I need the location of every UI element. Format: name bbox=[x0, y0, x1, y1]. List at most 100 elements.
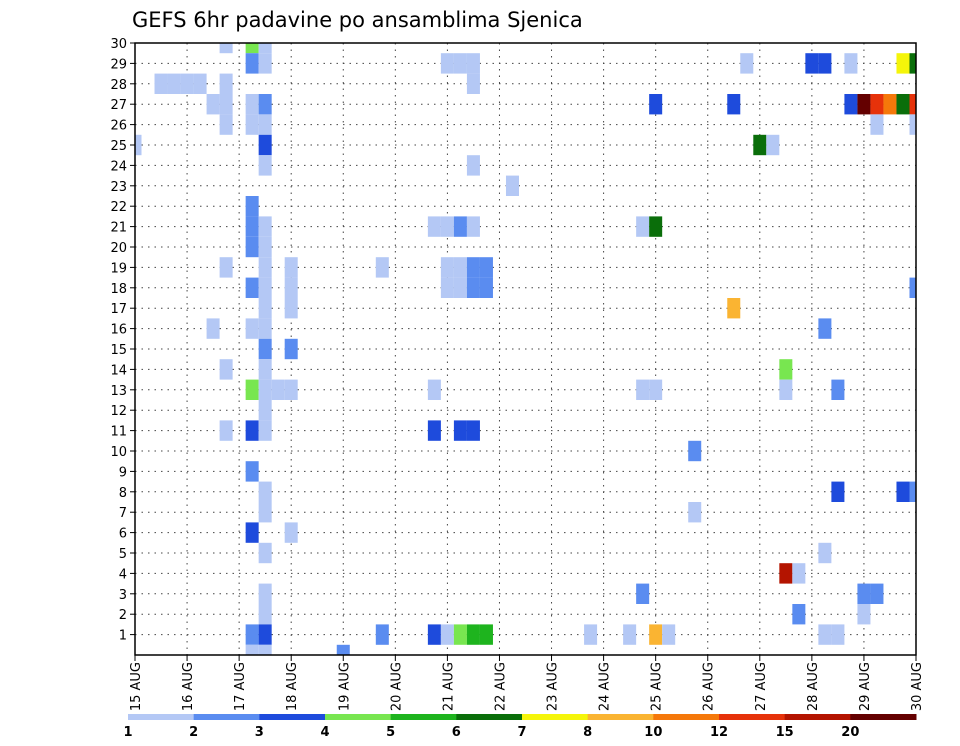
heatmap-cell bbox=[258, 134, 272, 156]
colorbar-label: 4 bbox=[320, 725, 329, 740]
heatmap-cell bbox=[258, 53, 272, 74]
y-tick-label: 15 bbox=[110, 343, 127, 358]
heatmap-cell bbox=[427, 420, 441, 441]
heatmap-cell bbox=[219, 94, 233, 115]
heatmap-cell bbox=[219, 114, 233, 135]
heatmap-cell bbox=[831, 624, 845, 645]
heatmap-cell bbox=[258, 481, 272, 502]
heatmap-cell bbox=[258, 318, 272, 339]
colorbar-segment bbox=[784, 714, 851, 720]
y-tick-label: 18 bbox=[110, 282, 127, 297]
heatmap-cell bbox=[466, 624, 480, 645]
x-tick-label: 21 AUG bbox=[441, 662, 456, 711]
heatmap-cell bbox=[284, 277, 298, 298]
y-tick-label: 5 bbox=[119, 547, 127, 562]
heatmap-cell bbox=[818, 624, 832, 645]
heatmap-cell bbox=[466, 277, 480, 298]
heatmap-cell bbox=[649, 216, 663, 237]
x-tick-label: 18 AUG bbox=[285, 662, 300, 711]
heatmap-cell bbox=[779, 359, 793, 380]
heatmap-cell bbox=[427, 624, 441, 645]
y-tick-label: 7 bbox=[119, 506, 127, 521]
y-tick-label: 26 bbox=[110, 119, 127, 134]
heatmap-cell bbox=[336, 644, 350, 655]
heatmap-cell bbox=[258, 43, 272, 54]
heatmap-cell bbox=[896, 481, 910, 502]
heatmap-cell bbox=[453, 624, 467, 645]
heatmap-cell bbox=[688, 502, 702, 523]
colorbar-label: 6 bbox=[452, 725, 461, 740]
heatmap-cell bbox=[649, 624, 663, 645]
heatmap-cell bbox=[766, 134, 780, 156]
heatmap-cell bbox=[245, 236, 259, 258]
heatmap-cell bbox=[427, 379, 441, 400]
x-tick-label: 26 AUG bbox=[702, 662, 717, 711]
heatmap-cell bbox=[167, 73, 181, 94]
heatmap-cell bbox=[857, 94, 871, 115]
colorbar-label: 1 bbox=[123, 725, 132, 740]
heatmap-cell bbox=[844, 53, 858, 74]
heatmap-cell bbox=[154, 73, 168, 94]
colorbar-label: 2 bbox=[189, 725, 198, 740]
heatmap-cell bbox=[453, 216, 467, 237]
heatmap-cell bbox=[245, 644, 259, 655]
x-tick-label: 25 AUG bbox=[650, 662, 665, 711]
heatmap-cell bbox=[375, 624, 389, 645]
y-tick-label: 13 bbox=[110, 384, 127, 399]
x-tick-label: 24 AUG bbox=[598, 662, 613, 711]
heatmap-cell bbox=[219, 43, 233, 54]
heatmap-cell bbox=[440, 624, 454, 645]
heatmap-cell bbox=[258, 379, 272, 400]
heatmap-cell bbox=[805, 53, 819, 74]
heatmap-cell bbox=[440, 257, 454, 278]
y-tick-label: 19 bbox=[110, 261, 127, 276]
heatmap-cell bbox=[258, 583, 272, 604]
colorbar-segment bbox=[193, 714, 260, 720]
heatmap-cell bbox=[453, 277, 467, 298]
x-tick-label: 30 AUG bbox=[910, 662, 925, 711]
heatmap-cell bbox=[219, 420, 233, 441]
heatmap-cell bbox=[479, 277, 493, 298]
heatmap-cell bbox=[180, 73, 194, 94]
colorbar-segment bbox=[850, 714, 917, 720]
y-tick-label: 1 bbox=[119, 629, 127, 644]
heatmap-cell bbox=[753, 134, 767, 156]
heatmap-cell bbox=[479, 257, 493, 278]
heatmap-cell bbox=[258, 604, 272, 625]
heatmap-cell bbox=[896, 94, 910, 115]
heatmap-cell bbox=[258, 236, 272, 258]
heatmap-cell bbox=[193, 73, 207, 94]
y-tick-label: 25 bbox=[110, 139, 127, 154]
heatmap-cell bbox=[245, 43, 259, 54]
heatmap-cell bbox=[258, 400, 272, 421]
colorbar-segment bbox=[522, 714, 589, 720]
heatmap-cell bbox=[779, 379, 793, 400]
heatmap-cell bbox=[857, 583, 871, 604]
heatmap-cell bbox=[818, 53, 832, 74]
y-tick-label: 14 bbox=[110, 363, 127, 378]
x-tick-label: 22 AUG bbox=[493, 662, 508, 711]
heatmap-cell bbox=[245, 114, 259, 135]
y-tick-label: 28 bbox=[110, 78, 127, 93]
y-tick-label: 22 bbox=[110, 200, 127, 215]
heatmap-cell bbox=[453, 257, 467, 278]
chart-title: GEFS 6hr padavine po ansamblima Sjenica bbox=[132, 8, 583, 32]
x-tick-label: 27 AUG bbox=[754, 662, 769, 711]
heatmap-cells bbox=[135, 43, 916, 655]
heatmap-cell bbox=[870, 583, 884, 604]
heatmap-cell bbox=[870, 94, 884, 115]
heatmap-cell bbox=[284, 298, 298, 319]
heatmap-cell bbox=[831, 379, 845, 400]
y-tick-label: 24 bbox=[110, 159, 127, 174]
heatmap-cell bbox=[440, 53, 454, 74]
y-axis-ticks: 1234567891011121314151617181920212223242… bbox=[110, 37, 135, 644]
x-tick-label: 16 AUG bbox=[181, 662, 196, 711]
heatmap-cell bbox=[466, 420, 480, 441]
heatmap-cell bbox=[258, 94, 272, 115]
colorbar-segment bbox=[587, 714, 654, 720]
heatmap-cell bbox=[909, 114, 916, 135]
heatmap-cell bbox=[649, 94, 663, 115]
heatmap-cell bbox=[727, 94, 741, 115]
y-tick-label: 9 bbox=[119, 465, 127, 480]
heatmap-cell bbox=[779, 563, 793, 584]
